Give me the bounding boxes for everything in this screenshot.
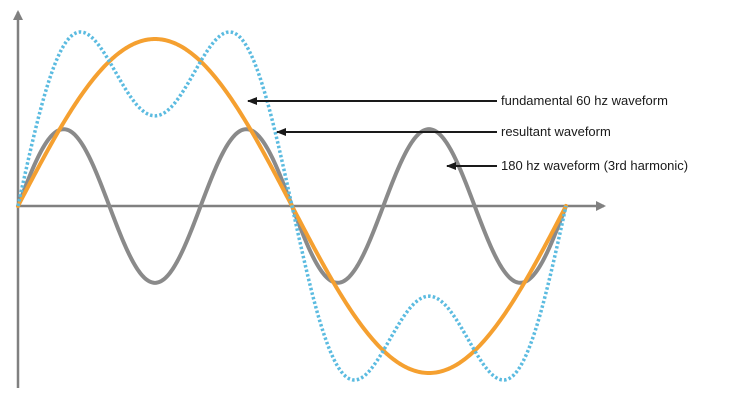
fundamental-label: fundamental 60 hz waveform [501,93,668,108]
harmonic-label: 180 hz waveform (3rd harmonic) [501,158,688,173]
resultant-label: resultant waveform [501,124,611,139]
resultant-waveform [16,30,568,382]
